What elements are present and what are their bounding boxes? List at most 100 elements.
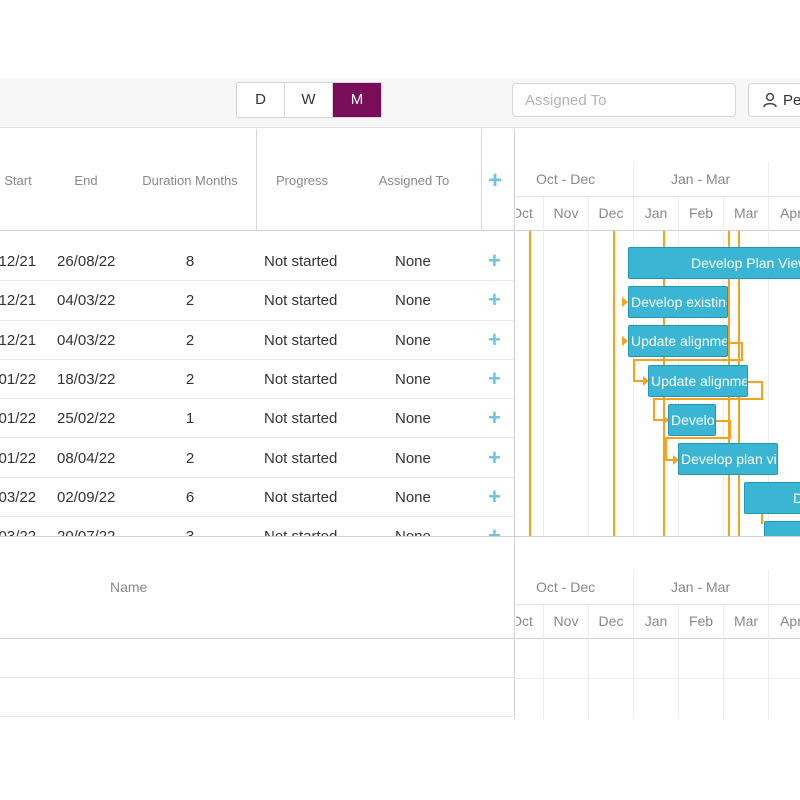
header-divider — [256, 129, 257, 231]
month-gridline — [633, 571, 634, 719]
month-gridline — [768, 571, 769, 719]
resource-grid-header: Name — [0, 537, 515, 639]
add-subtask-icon[interactable]: + — [488, 523, 501, 536]
table-row[interactable]: 1/01/22 08/04/22 2 Not started None + — [0, 439, 514, 478]
table-row[interactable]: 8/01/22 25/02/22 1 Not started None + — [0, 399, 514, 439]
month-gridline — [588, 197, 589, 536]
scale-day-button[interactable]: D — [237, 83, 285, 117]
month-label: Feb — [688, 613, 714, 629]
month-gridline — [543, 605, 544, 719]
cell-end: 08/04/22 — [57, 449, 116, 467]
month-gridline — [588, 605, 589, 719]
month-gridline — [678, 605, 679, 719]
task-bar[interactable]: Develop existing — [628, 286, 728, 318]
quarter-label: Oct - Dec — [536, 171, 596, 187]
task-grid: Start End Duration Months Progress Assig… — [0, 129, 515, 536]
add-subtask-icon[interactable]: + — [488, 248, 501, 273]
table-row[interactable]: 0/01/22 18/03/22 2 Not started None + — [0, 360, 514, 400]
add-subtask-icon[interactable]: + — [488, 326, 501, 352]
cell-assigned: None — [395, 410, 431, 428]
month-gridline — [768, 163, 769, 536]
task-bar[interactable]: Develop — [668, 404, 716, 436]
cell-start: 7/12/21 — [0, 331, 37, 349]
cell-assigned: None — [395, 488, 431, 506]
task-bar[interactable]: D — [744, 482, 800, 514]
header-start[interactable]: Start — [4, 173, 32, 188]
header-duration[interactable]: Duration Months — [142, 173, 238, 188]
month-label: Feb — [688, 205, 714, 221]
task-bar[interactable]: Develop plan vi — [678, 443, 778, 475]
header-assigned[interactable]: Assigned To — [378, 173, 450, 188]
cell-duration: 1 — [185, 410, 195, 428]
month-label: Nov — [553, 613, 579, 629]
add-task-icon[interactable]: + — [488, 167, 503, 194]
month-label: Mar — [733, 205, 759, 221]
cell-end: 20/07/22 — [57, 528, 115, 536]
resource-chart: Oct - Dec Jan - Mar Oct Nov Dec Jan Feb … — [516, 537, 800, 719]
cell-duration: 2 — [185, 331, 195, 349]
cell-assigned: None — [395, 370, 431, 388]
scale-selector: D W M — [236, 82, 382, 118]
row-gridline — [516, 678, 800, 679]
cell-duration: 2 — [185, 449, 195, 467]
cell-end: 02/09/22 — [57, 488, 116, 506]
add-subtask-icon[interactable]: + — [488, 365, 501, 391]
cell-end: 04/03/22 — [57, 292, 116, 310]
quarter-label: Jan - Mar — [671, 579, 731, 595]
cell-start: 7/12/21 — [0, 292, 37, 310]
cell-progress: Not started — [264, 292, 338, 310]
task-bar[interactable]: Update alignment — [648, 365, 748, 397]
task-bar[interactable] — [764, 521, 800, 536]
month-label: Mar — [733, 613, 759, 629]
header-divider — [481, 129, 482, 231]
cell-progress: Not started — [264, 528, 337, 536]
month-label: Apr — [780, 613, 800, 629]
month-gridline — [723, 605, 724, 719]
table-row[interactable]: 7/12/21 04/03/22 2 Not started None + — [0, 321, 514, 360]
cell-end: 26/08/22 — [57, 253, 116, 270]
cell-duration: 3 — [176, 528, 204, 536]
scale-week-button[interactable]: W — [285, 83, 333, 117]
pane-splitter[interactable] — [0, 536, 800, 537]
table-row[interactable]: 7/12/21 04/03/22 2 Not started None + — [0, 281, 514, 321]
timeline-months: Oct Nov Dec Jan Feb Mar Apr — [516, 605, 800, 639]
cell-assigned: None — [395, 253, 431, 270]
cell-start: 8/01/22 — [0, 410, 37, 428]
cell-assigned: None — [395, 331, 431, 349]
task-bar[interactable]: Update alignment — [628, 325, 728, 357]
add-subtask-icon[interactable]: + — [488, 483, 501, 509]
quarter-label: Oct - Dec — [536, 579, 596, 595]
cell-progress: Not started — [264, 449, 338, 467]
table-row[interactable]: 7/12/21 26/08/22 8 Not started None + — [0, 242, 514, 282]
person-button[interactable]: Pe — [748, 83, 800, 117]
header-name[interactable]: Name — [110, 579, 148, 595]
add-subtask-icon[interactable]: + — [488, 287, 501, 313]
cell-end: 25/02/22 — [57, 410, 116, 428]
month-gridline — [543, 197, 544, 536]
month-label: Oct — [516, 613, 533, 629]
table-row[interactable]: 5/03/22 02/09/22 6 Not started None + — [0, 478, 514, 518]
month-label: Oct — [516, 205, 533, 221]
cell-progress: Not started — [264, 253, 338, 270]
timeline-months: Oct Nov Dec Jan Feb Mar Apr — [516, 197, 800, 231]
month-label: Dec — [598, 613, 624, 629]
toolbar: D W M Pe — [0, 78, 800, 128]
person-icon — [763, 92, 777, 108]
grid-header: Start End Duration Months Progress Assig… — [0, 129, 514, 231]
task-bar[interactable]: Develop Plan View — [628, 247, 800, 279]
cell-progress: Not started — [264, 410, 338, 428]
add-subtask-icon[interactable]: + — [488, 444, 501, 470]
add-subtask-icon[interactable]: + — [488, 405, 501, 431]
resource-row[interactable] — [0, 678, 515, 717]
assigned-to-filter-input[interactable] — [512, 83, 736, 117]
cell-start: 0/01/22 — [0, 370, 37, 388]
scale-month-button[interactable]: M — [333, 83, 381, 117]
month-label: Dec — [598, 205, 624, 221]
table-row[interactable]: 0/03/22 20/07/22 3 Not started None + — [0, 517, 514, 536]
header-progress[interactable]: Progress — [275, 173, 329, 188]
resource-grid: Name — [0, 537, 515, 719]
resource-row[interactable] — [0, 639, 515, 678]
header-end[interactable]: End — [74, 173, 98, 188]
quarter-label: Jan - Mar — [671, 171, 731, 187]
cell-duration: 8 — [185, 253, 195, 270]
